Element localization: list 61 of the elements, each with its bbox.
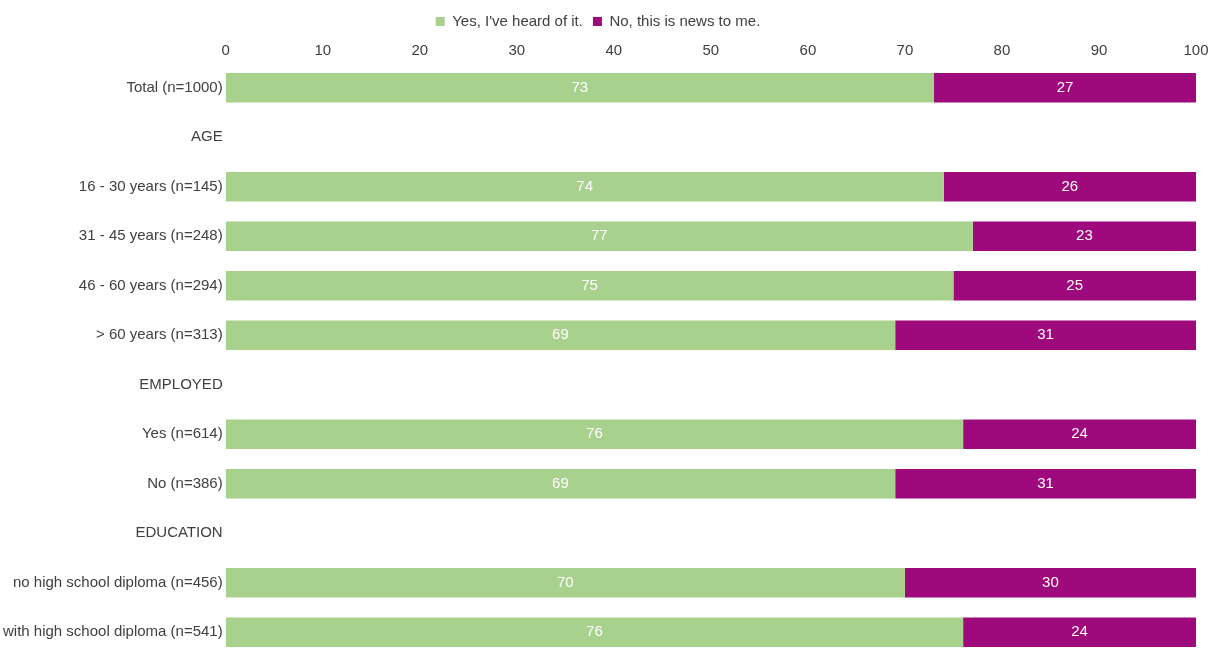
x-tick-label: 60	[799, 41, 817, 59]
data-label: 27	[1056, 77, 1074, 95]
data-label: 69	[552, 325, 569, 343]
bar	[225, 419, 964, 450]
data-label: 76	[586, 622, 603, 640]
x-tick-label: 80	[993, 41, 1011, 59]
y-tick-label: Yes (n=614)	[141, 424, 223, 442]
data-label: 23	[1076, 226, 1093, 244]
data-label: 76	[586, 424, 603, 442]
y-tick-label: 16 - 30 years (n=145)	[78, 176, 223, 194]
data-label: 74	[576, 176, 594, 194]
x-tick-label: 0	[221, 41, 230, 59]
legend-label: No, this is news to me.	[609, 11, 761, 29]
bar	[225, 320, 896, 351]
y-tick-label: > 60 years (n=313)	[95, 325, 223, 343]
y-tick-label: 46 - 60 years (n=294)	[78, 275, 223, 293]
x-tick-label: 100	[1183, 41, 1209, 59]
bar	[225, 270, 954, 301]
data-label: 69	[552, 473, 569, 491]
data-label: 31	[1037, 473, 1054, 491]
data-label: 77	[590, 226, 608, 244]
bar	[225, 468, 896, 499]
bar	[225, 171, 944, 202]
x-tick-label: 20	[411, 41, 429, 59]
bar	[943, 171, 1196, 202]
x-tick-label: 70	[896, 41, 914, 59]
bar	[904, 567, 1196, 598]
x-tick-label: 50	[702, 41, 720, 59]
data-label: 24	[1071, 622, 1088, 640]
data-label: 30	[1042, 572, 1059, 590]
y-tick-label: No (n=386)	[147, 473, 223, 491]
x-tick-label: 40	[605, 41, 623, 59]
bar	[225, 72, 935, 103]
bar	[953, 270, 1196, 301]
legend-label: Yes, I've heard of it.	[452, 11, 583, 29]
data-label: 25	[1066, 275, 1084, 293]
data-label: 26	[1061, 176, 1079, 194]
y-tick-label: EDUCATION	[135, 523, 223, 541]
data-label: 73	[571, 77, 589, 95]
bar	[895, 468, 1196, 499]
bar	[963, 617, 1196, 648]
data-label: 75	[581, 275, 598, 293]
bar	[225, 221, 973, 252]
x-tick-label: 30	[508, 41, 526, 59]
y-tick-label: with high school diploma (n=541)	[1, 622, 223, 640]
bar	[225, 567, 905, 598]
bar	[934, 72, 1196, 103]
y-tick-label: EMPLOYED	[139, 374, 223, 392]
data-label: 31	[1037, 325, 1054, 343]
y-tick-label: Total (n=1000)	[126, 77, 223, 95]
y-tick-label: 31 - 45 years (n=248)	[78, 226, 223, 244]
bar	[963, 419, 1196, 450]
y-tick-label: AGE	[191, 127, 223, 145]
x-tick-label: 10	[314, 41, 332, 59]
bar	[895, 320, 1196, 351]
y-tick-label: no high school diploma (n=456)	[12, 572, 223, 590]
data-label: 70	[556, 572, 574, 590]
bar	[225, 617, 964, 648]
data-label: 24	[1071, 424, 1088, 442]
x-tick-label: 90	[1090, 41, 1108, 59]
bar	[972, 221, 1196, 252]
